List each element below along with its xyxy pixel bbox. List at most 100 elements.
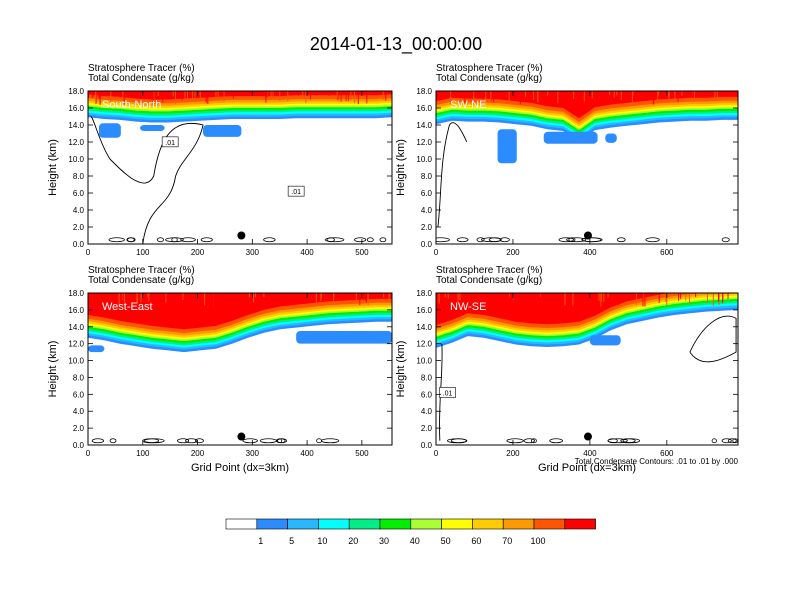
y-tick-label: 0.0 — [421, 441, 433, 450]
colorbar-swatch — [287, 518, 319, 530]
y-tick-label: 18.0 — [68, 289, 84, 298]
location-marker — [237, 432, 246, 441]
panel-label-tracer: Stratosphere Tracer (%) — [436, 63, 543, 74]
condensate-contour — [379, 237, 387, 243]
y-tick-label: 14.0 — [416, 323, 432, 332]
panel-label-tracer: Stratosphere Tracer (%) — [88, 63, 195, 74]
condensate-contour — [108, 237, 125, 243]
colorbar-label: 60 — [471, 536, 481, 546]
condensate-contours: .01 — [439, 315, 738, 444]
x-tick-label: 400 — [583, 449, 597, 458]
condensate-contour — [446, 438, 468, 444]
condensate-contour — [531, 438, 537, 444]
cloud-patch-1 — [497, 129, 517, 164]
condensate-contour — [607, 438, 618, 444]
condensate-contour — [366, 237, 374, 243]
x-tick-label: 600 — [660, 449, 674, 458]
y-tick-label: 10.0 — [416, 357, 432, 366]
x-tick-label: 600 — [660, 248, 674, 257]
y-tick-label: 4.0 — [421, 407, 433, 416]
condensate-contours: .01 .01 — [90, 116, 387, 244]
condensate-contour — [645, 237, 660, 243]
x-tick-label: 0 — [434, 449, 439, 458]
colorbar-swatch — [410, 518, 442, 530]
colorbar-label: 50 — [441, 536, 451, 546]
condensate-contour — [506, 438, 524, 444]
colorbar-swatch — [379, 518, 412, 530]
cloud-patch-1 — [589, 335, 621, 346]
plot-frame — [435, 292, 739, 446]
colorbar-swatch — [502, 518, 535, 530]
cloud-patch-2 — [543, 131, 598, 144]
condensate-contour — [242, 438, 258, 444]
y-tick-label: 2.0 — [421, 223, 433, 232]
contour-label-box — [287, 185, 305, 197]
cloud-patch-3 — [203, 125, 242, 137]
y-tick-label: 4.0 — [73, 407, 85, 416]
y-axis-label: Height (km) — [395, 341, 407, 398]
condensate-contour — [616, 237, 626, 243]
condensate-contour — [499, 237, 510, 243]
y-tick-label: 12.0 — [68, 138, 84, 147]
condensate-contour — [523, 438, 535, 444]
y-tick-label: 2.0 — [421, 424, 433, 433]
condensate-contour — [91, 438, 105, 444]
colorbar-swatch — [225, 518, 258, 530]
contour-note: Total Condensate Contours: .01 to .01 by… — [575, 457, 739, 466]
colorbar-swatch — [441, 518, 473, 530]
condensate-contour — [185, 438, 198, 444]
panel-label-tracer: Stratosphere Tracer (%) — [436, 265, 543, 276]
panel-label-condensate: Total Condensate (g/kg) — [88, 73, 194, 84]
condensate-contour — [109, 438, 117, 444]
colorbar-label: 70 — [502, 536, 512, 546]
panel-name: South-North — [102, 99, 161, 111]
condensate-contour — [177, 438, 190, 444]
condensate-contour — [620, 438, 636, 444]
y-tick-label: 10.0 — [416, 155, 432, 164]
cloud-patch-2 — [140, 125, 165, 131]
cloud-patch-2 — [296, 331, 392, 344]
y-tick-label: 16.0 — [68, 104, 84, 113]
condensate-contour — [558, 237, 574, 243]
condensate-contour — [126, 237, 135, 243]
condensate-contour — [180, 237, 196, 243]
tracer-band-11 — [436, 293, 738, 326]
y-tick-label: 8.0 — [421, 172, 433, 181]
plot-frame — [435, 90, 739, 245]
axes: 0.0 2.0 4.0 6.0 8.0 10.0 12.0 14.0 16.0 18.0 0 100 2… — [68, 289, 393, 458]
y-tick-label: 8.0 — [73, 172, 85, 181]
y-tick-label: 16.0 — [68, 306, 84, 315]
y-tick-label: 2.0 — [73, 424, 85, 433]
y-tick-label: 0.0 — [421, 240, 433, 249]
condensate-contour — [568, 237, 576, 243]
tracer-field — [88, 91, 392, 138]
x-axis-label: Grid Point (dx=3km) — [191, 462, 289, 474]
y-tick-label: 6.0 — [421, 390, 433, 399]
cloud-patch-1 — [98, 123, 121, 138]
colorbar: 1 5 10 20 30 40 50 60 70 100 — [225, 518, 596, 546]
y-tick-label: 6.0 — [73, 189, 85, 198]
colorbar-label: 10 — [317, 536, 327, 546]
axes: 0.0 2.0 4.0 6.0 8.0 10.0 12.0 14.0 16.0 18.0 0 200 4… — [416, 289, 739, 458]
condensate-contour — [488, 237, 502, 243]
x-tick-label: 0 — [434, 248, 439, 257]
panel-name: NW-SE — [450, 301, 486, 313]
x-tick-label: 100 — [136, 248, 150, 257]
condensate-contour — [171, 237, 178, 243]
panel-west-east: Stratosphere Tracer (%) Total Condensate… — [47, 265, 393, 474]
y-tick-label: 12.0 — [416, 138, 432, 147]
panel-label-condensate: Total Condensate (g/kg) — [436, 73, 542, 84]
y-tick-label: 16.0 — [416, 104, 432, 113]
colorbar-label: 20 — [348, 536, 358, 546]
colorbar-label: 1 — [258, 536, 263, 546]
condensate-contour — [143, 438, 165, 444]
condensate-contour — [456, 237, 469, 243]
figure-title: 2014-01-13_00:00:00 — [310, 34, 482, 55]
condensate-contour — [721, 237, 730, 243]
colorbar-swatch — [564, 518, 596, 530]
y-tick-label: 14.0 — [416, 121, 432, 130]
contour-label: .01 — [165, 140, 175, 147]
condensate-contour — [727, 438, 737, 444]
x-tick-label: 400 — [300, 449, 314, 458]
x-tick-label: 200 — [191, 449, 205, 458]
